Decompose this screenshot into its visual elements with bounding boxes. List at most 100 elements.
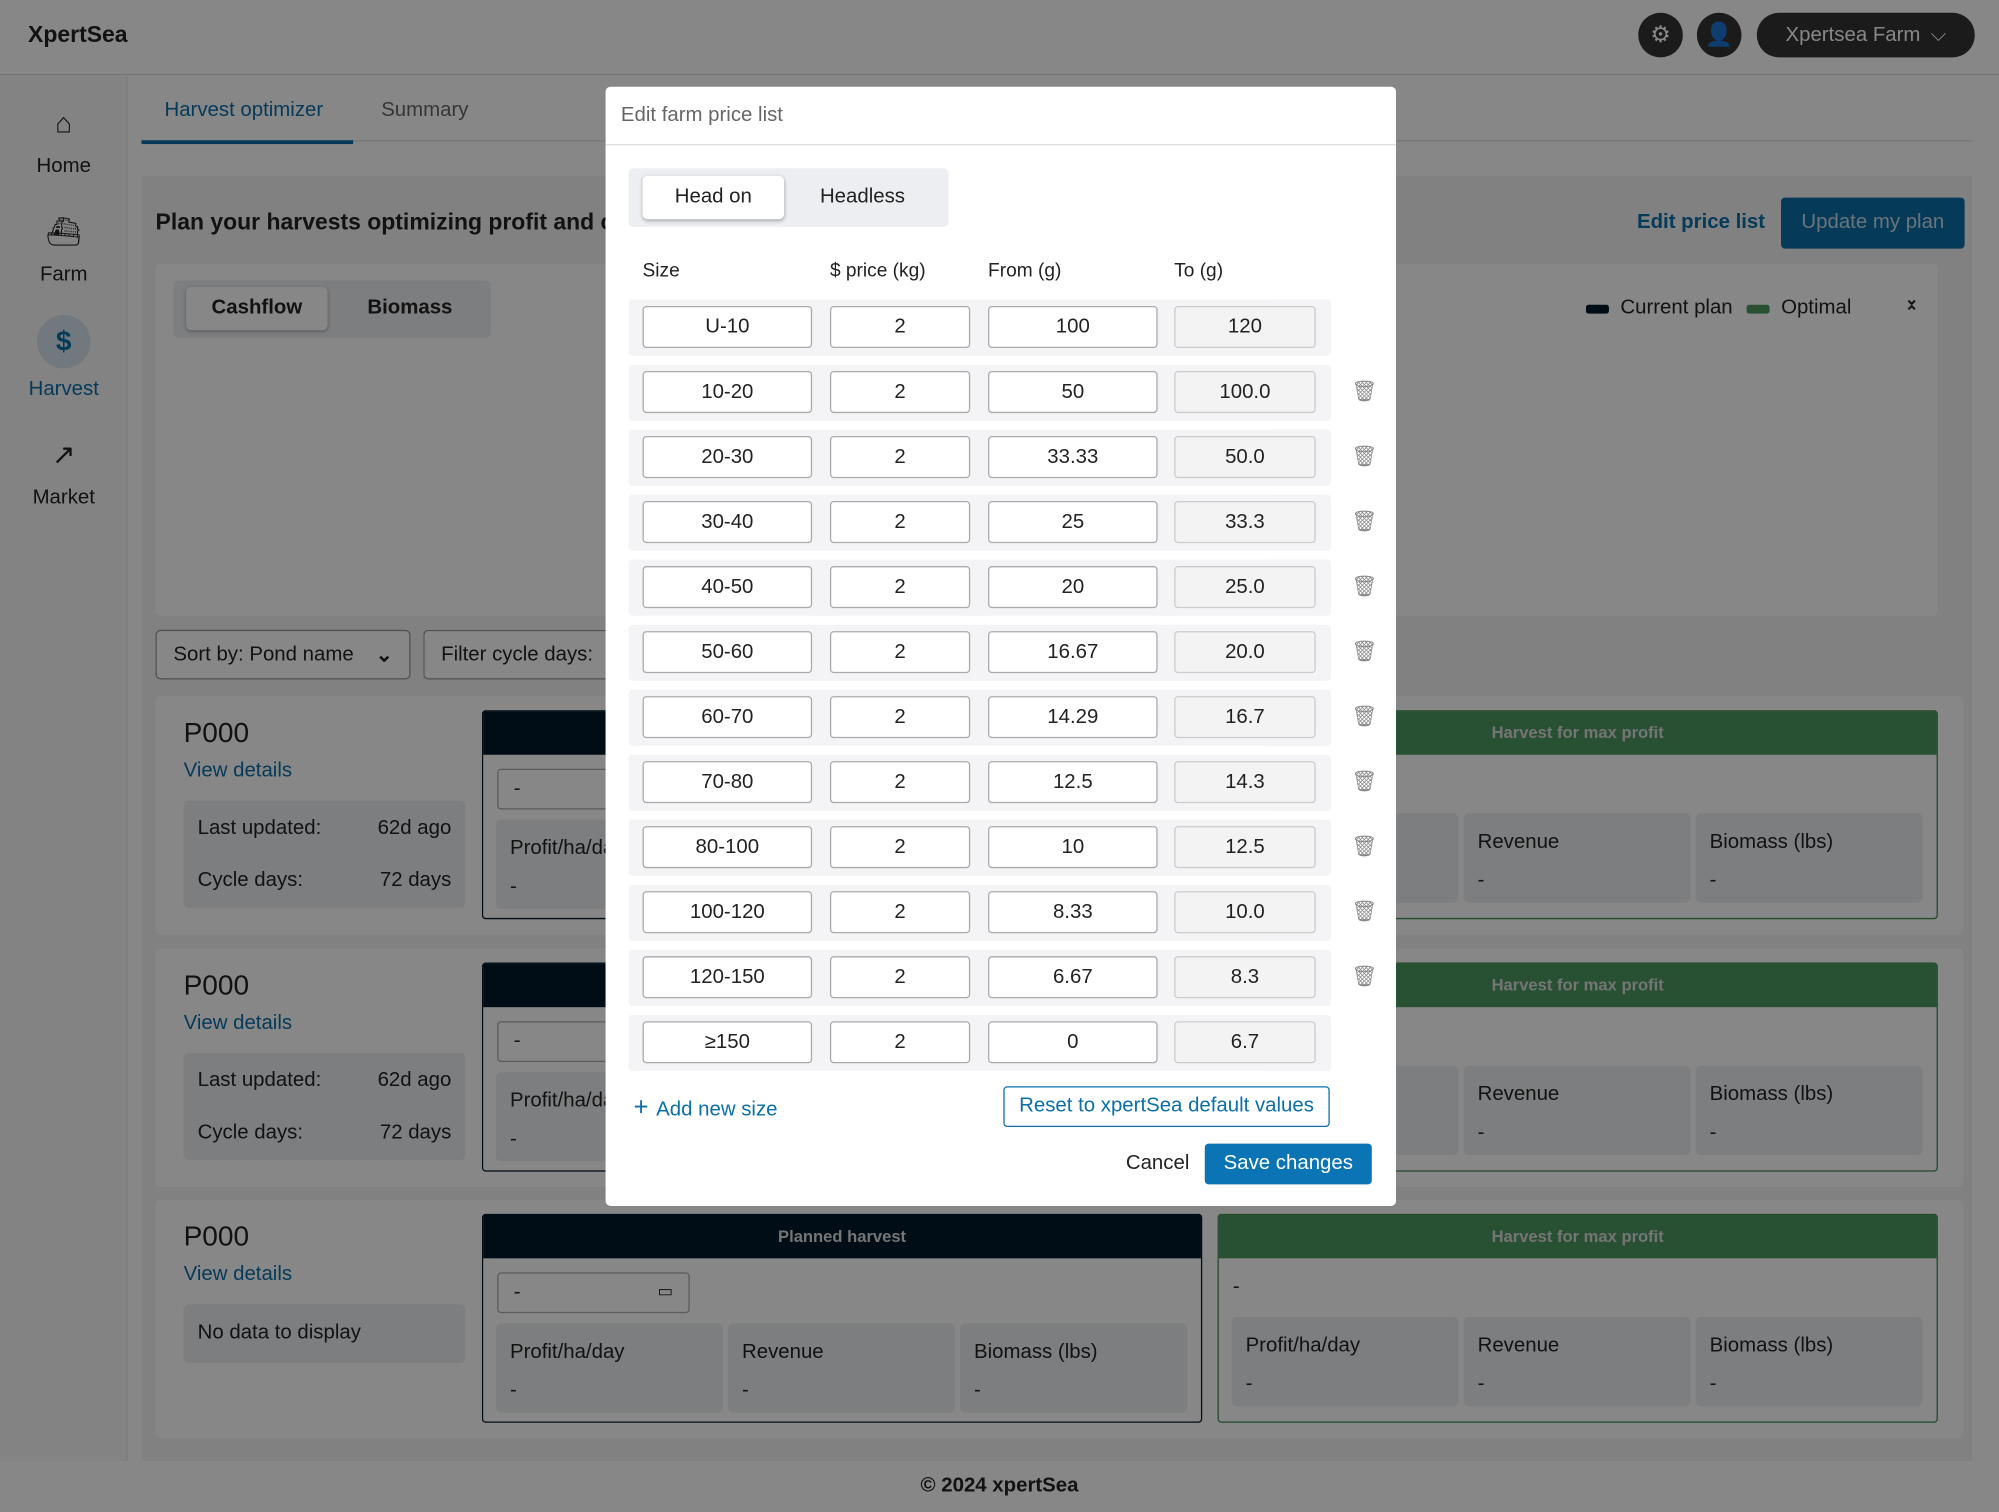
price-input[interactable]: 2 bbox=[829, 956, 971, 999]
trash-icon[interactable]: 🗑 bbox=[1351, 706, 1378, 728]
price-input[interactable]: 2 bbox=[829, 305, 971, 349]
trash-icon[interactable]: 🗑 bbox=[1351, 771, 1378, 793]
price-input[interactable]: 2 bbox=[829, 761, 971, 804]
size-input[interactable]: 80-100 bbox=[642, 826, 813, 869]
tab-summary[interactable]: Summary bbox=[381, 99, 469, 122]
cancel-button[interactable]: Cancel bbox=[1125, 1152, 1190, 1175]
cashflow-toggle[interactable]: Cashflow bbox=[186, 286, 328, 331]
chart-legend: Current plan Optimal bbox=[1585, 297, 1852, 320]
from-input[interactable]: 8.33 bbox=[988, 891, 1158, 934]
from-input[interactable]: 16.67 bbox=[988, 631, 1158, 674]
trash-icon[interactable]: 🗑 bbox=[1351, 576, 1378, 598]
page-title: Plan your harvests optimizing profit and… bbox=[155, 209, 606, 235]
from-input[interactable]: 0 bbox=[988, 1021, 1158, 1064]
to-input: 10.0 bbox=[1174, 891, 1316, 934]
price-row: 30-40 2 25 33.3 bbox=[628, 494, 1331, 551]
price-input[interactable]: 2 bbox=[829, 436, 971, 479]
sidebar-item-harvest[interactable]: $ Harvest bbox=[0, 314, 127, 402]
edit-price-list-link[interactable]: Edit price list bbox=[1636, 211, 1766, 234]
planned-harvest-clip: Planned harvest -▭Profit/ha/day-Revenue-… bbox=[481, 710, 606, 922]
edit-price-list-modal: Edit farm price list Head on Headless Si… bbox=[605, 86, 1397, 1207]
price-input[interactable]: 2 bbox=[829, 696, 971, 739]
sidebar-item-home[interactable]: ⌂ Home bbox=[0, 102, 127, 178]
trash-icon[interactable]: 🗑 bbox=[1351, 381, 1378, 403]
harvest-date-input[interactable]: -▭ bbox=[497, 1272, 690, 1314]
from-input[interactable]: 20 bbox=[988, 566, 1158, 609]
harvest-date-input[interactable]: -▭ bbox=[497, 1020, 606, 1062]
settings-button[interactable]: ⚙ bbox=[1638, 12, 1683, 58]
planned-harvest-header: Planned harvest bbox=[483, 711, 606, 755]
view-details-link[interactable]: View details bbox=[183, 1263, 293, 1286]
add-new-size-button[interactable]: + Add new size bbox=[634, 1094, 778, 1123]
sidebar-item-label: Market bbox=[32, 487, 95, 509]
to-input: 8.3 bbox=[1174, 956, 1316, 999]
update-plan-button[interactable]: Update my plan bbox=[1781, 197, 1965, 249]
planned-harvest-header: Planned harvest bbox=[483, 963, 606, 1007]
farm-selector[interactable]: Xpertsea Farm ⌵ bbox=[1756, 12, 1975, 58]
view-details-link[interactable]: View details bbox=[183, 1011, 293, 1034]
size-input[interactable]: 60-70 bbox=[642, 696, 813, 739]
price-input[interactable]: 2 bbox=[829, 631, 971, 674]
reset-defaults-button[interactable]: Reset to xpertSea default values bbox=[1003, 1086, 1330, 1128]
page-title-clip: Plan your harvests optimizing profit and… bbox=[156, 204, 606, 242]
from-input[interactable]: 100 bbox=[988, 305, 1158, 349]
size-input[interactable]: 120-150 bbox=[642, 956, 813, 999]
info-value: 72 days bbox=[379, 1121, 452, 1143]
trash-icon[interactable]: 🗑 bbox=[1351, 836, 1378, 859]
to-input: 6.7 bbox=[1174, 1021, 1316, 1064]
from-input[interactable]: 50 bbox=[988, 370, 1158, 414]
planned-harvest-box: Planned harvest -▭Profit/ha/day-Revenue-… bbox=[481, 1213, 1203, 1423]
sidebar-item-market[interactable]: ↗ Market bbox=[0, 433, 127, 509]
size-input[interactable]: 20-30 bbox=[642, 436, 813, 479]
from-input[interactable]: 6.67 bbox=[988, 956, 1158, 999]
size-input[interactable]: ≥150 bbox=[642, 1021, 813, 1064]
price-input[interactable]: 2 bbox=[829, 501, 971, 544]
from-input[interactable]: 14.29 bbox=[988, 696, 1158, 739]
price-input[interactable]: 2 bbox=[829, 826, 971, 869]
tab-harvest-optimizer[interactable]: Harvest optimizer bbox=[164, 99, 324, 122]
sidebar-item-farm[interactable]: ⛴ Farm bbox=[0, 210, 127, 286]
save-changes-button[interactable]: Save changes bbox=[1204, 1143, 1372, 1185]
sort-dropdown[interactable]: Sort by: Pond name ⌄ bbox=[155, 629, 411, 680]
trash-icon[interactable]: 🗑 bbox=[1351, 641, 1378, 663]
size-input[interactable]: 40-50 bbox=[642, 566, 813, 609]
from-input[interactable]: 25 bbox=[988, 501, 1158, 544]
harvest-date-input[interactable]: -▭ bbox=[497, 768, 606, 810]
biomass-toggle[interactable]: Biomass bbox=[367, 297, 453, 319]
from-input[interactable]: 33.33 bbox=[988, 436, 1158, 479]
collapse-icon[interactable]: ⌄ ⌃ bbox=[1904, 289, 1919, 322]
trash-icon[interactable]: 🗑 bbox=[1351, 901, 1378, 924]
price-input[interactable]: 2 bbox=[829, 1021, 971, 1064]
size-input[interactable]: 100-120 bbox=[642, 891, 813, 934]
sort-label: Sort by: Pond name bbox=[173, 643, 354, 665]
size-input[interactable]: 30-40 bbox=[642, 501, 813, 544]
column-price: $ price (kg) bbox=[829, 260, 926, 282]
size-input[interactable]: 50-60 bbox=[642, 631, 813, 674]
metric-label: Profit/ha/day bbox=[509, 837, 606, 860]
filter-cycle-days[interactable]: Filter cycle days: bbox=[423, 629, 606, 680]
metric-label: Biomass (lbs) bbox=[1709, 831, 1834, 853]
max-profit-header: Harvest for max profit bbox=[1396, 963, 1937, 1007]
headless-toggle[interactable]: Headless bbox=[819, 186, 905, 208]
legend-optimal: Optimal bbox=[1781, 297, 1852, 319]
size-input[interactable]: 70-80 bbox=[642, 761, 813, 804]
trash-icon[interactable]: 🗑 bbox=[1351, 446, 1378, 468]
price-input[interactable]: 2 bbox=[829, 370, 971, 414]
head-on-toggle[interactable]: Head on bbox=[642, 175, 785, 220]
trash-icon[interactable]: 🗑 bbox=[1351, 966, 1378, 989]
metric-label: Profit/ha/day bbox=[509, 1089, 606, 1112]
metric-label: Profit/ha/day bbox=[509, 1341, 625, 1363]
price-row: U-10 2 100 120 bbox=[628, 299, 1331, 356]
user-button[interactable]: 👤 bbox=[1696, 12, 1742, 58]
max-profit-box: Harvest for max profit -Profit/ha/day-Re… bbox=[1396, 710, 1938, 920]
metric-value: - bbox=[1709, 869, 1717, 892]
trash-icon[interactable]: 🗑 bbox=[1351, 511, 1378, 533]
to-input: 12.5 bbox=[1174, 826, 1316, 869]
view-details-link[interactable]: View details bbox=[183, 759, 293, 782]
size-input[interactable]: U-10 bbox=[642, 305, 813, 349]
price-input[interactable]: 2 bbox=[829, 891, 971, 934]
size-input[interactable]: 10-20 bbox=[642, 370, 813, 414]
price-input[interactable]: 2 bbox=[829, 566, 971, 609]
from-input[interactable]: 12.5 bbox=[988, 761, 1158, 804]
from-input[interactable]: 10 bbox=[988, 826, 1158, 869]
